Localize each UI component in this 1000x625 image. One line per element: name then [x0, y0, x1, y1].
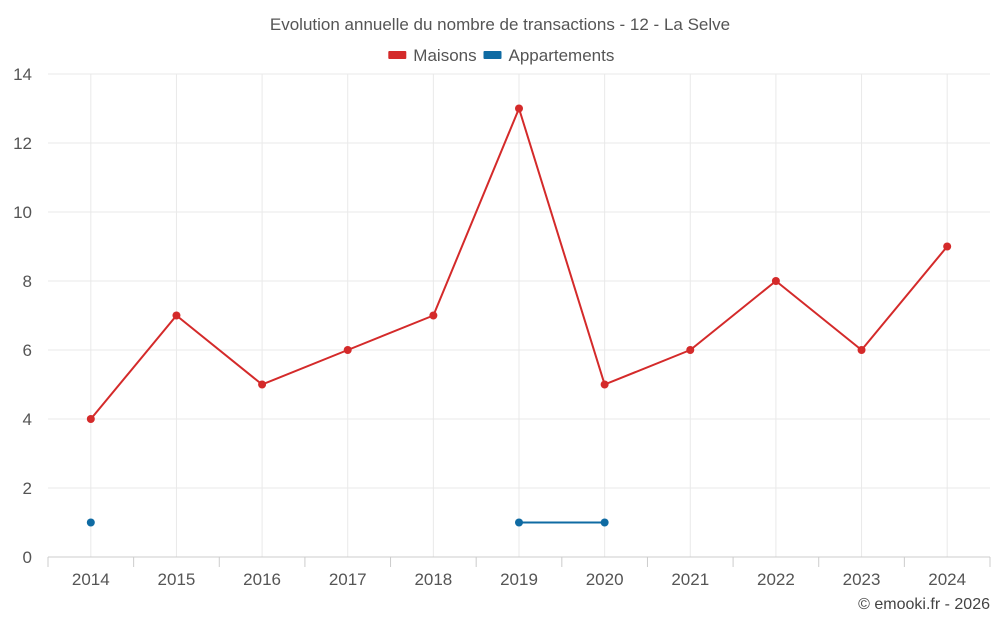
y-tick-label: 14 — [13, 65, 32, 84]
x-tick-label: 2018 — [414, 570, 452, 589]
y-tick-label: 4 — [23, 410, 32, 429]
chart-title: Evolution annuelle du nombre de transact… — [270, 15, 730, 34]
data-point-appartements — [600, 518, 609, 527]
x-tick-label: 2020 — [586, 570, 624, 589]
data-point-maisons — [771, 277, 780, 285]
data-point-maisons — [343, 346, 352, 354]
axes: 0 2 4 6 8 10 12 14 2014 2015 2016 2017 2018 2019 2020 2… — [13, 65, 991, 589]
legend-swatch-maisons — [388, 51, 407, 59]
data-point-appartements — [515, 518, 523, 527]
data-point-maisons — [857, 346, 866, 354]
y-tick-label: 2 — [23, 479, 32, 498]
x-tick-label: 2016 — [243, 570, 281, 589]
y-tick-label: 8 — [23, 272, 32, 291]
series-maisons — [86, 104, 952, 423]
y-tick-label: 12 — [13, 134, 32, 153]
y-tick-label: 0 — [23, 548, 32, 567]
data-point-maisons — [86, 415, 95, 423]
y-tick-label: 10 — [13, 203, 32, 222]
x-tick-label: 2023 — [843, 570, 881, 589]
credit-text: © emooki.fr - 2026 — [858, 596, 990, 613]
data-point-maisons — [943, 242, 952, 251]
legend-swatch-appartements — [483, 51, 502, 59]
data-point-maisons — [172, 311, 181, 320]
legend-item-appartements: Appartements — [483, 46, 615, 65]
data-point-appartements — [86, 518, 95, 527]
x-tick-label: 2015 — [158, 570, 196, 589]
series-appartements — [86, 518, 609, 527]
data-point-maisons — [258, 380, 267, 389]
x-tick-label: 2019 — [500, 570, 538, 589]
data-point-maisons — [686, 346, 695, 354]
data-point-maisons — [429, 311, 438, 320]
grid — [48, 73, 990, 557]
x-tick-label: 2022 — [757, 570, 795, 589]
data-point-maisons — [515, 104, 523, 113]
series — [86, 104, 952, 527]
y-tick-label: 6 — [23, 341, 32, 360]
x-tick-label: 2024 — [928, 570, 966, 589]
x-tick-label: 2014 — [72, 570, 110, 589]
legend-label-maisons: Maisons — [413, 46, 476, 65]
x-tick-label: 2021 — [671, 570, 709, 589]
data-point-maisons — [600, 380, 609, 389]
legend: Maisons Appartements — [388, 46, 614, 65]
legend-label-appartements: Appartements — [509, 46, 615, 65]
x-tick-label: 2017 — [329, 570, 367, 589]
legend-item-maisons: Maisons — [388, 46, 477, 65]
